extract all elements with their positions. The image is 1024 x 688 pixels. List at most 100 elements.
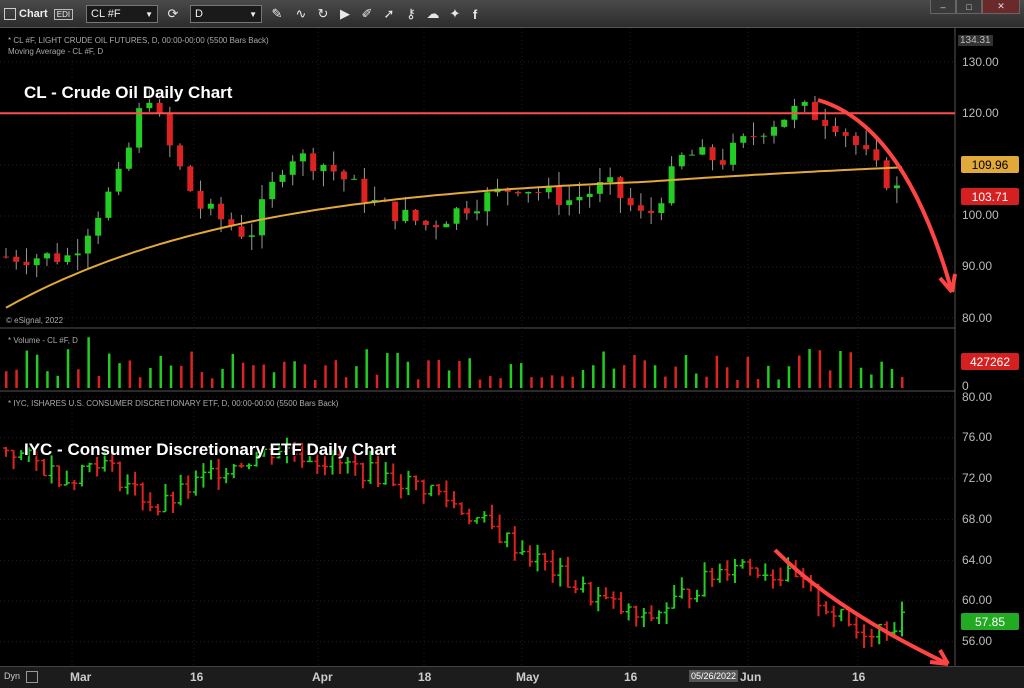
price-candle — [730, 142, 737, 165]
volume-bar — [592, 365, 595, 388]
volume-bar — [695, 373, 698, 388]
volume-bar — [149, 367, 152, 388]
price-candle — [115, 168, 122, 192]
volume-bar — [622, 365, 626, 388]
volume-bar — [870, 374, 873, 388]
app-menu[interactable]: Chart EDI — [4, 5, 74, 23]
volume-bar — [633, 354, 636, 388]
price-candle — [74, 253, 81, 256]
price-candle — [43, 253, 50, 259]
volume-bar — [550, 375, 554, 388]
price-candle — [740, 136, 747, 143]
price-candle — [13, 256, 20, 262]
price-candle — [156, 102, 163, 114]
title-toolbar: Chart EDI CL #F ▼ ⟳ D ▼ ✎ ∿ ↻ ▶ ✐ ➚ ⚷ ☁ … — [0, 0, 1024, 28]
price-candle — [23, 261, 30, 266]
minimize-button[interactable]: – — [930, 0, 956, 14]
volume-bar — [602, 351, 605, 388]
edit-icon[interactable]: ✐ — [361, 6, 373, 21]
price-candle — [238, 226, 245, 237]
price-candle — [54, 253, 61, 262]
price-candle — [811, 101, 818, 120]
volume-bar — [159, 355, 162, 388]
scale-icon[interactable] — [26, 671, 38, 683]
etf-panel-header: * IYC, ISHARES U.S. CONSUMER DISCRETIONA… — [8, 399, 339, 408]
volume-bar — [478, 379, 482, 388]
price-candle — [228, 219, 235, 227]
price-candle — [555, 185, 562, 205]
volume-bar — [798, 355, 801, 388]
price-candle — [351, 178, 358, 180]
dyn-button[interactable]: Dyn — [4, 671, 21, 681]
price-candle — [545, 185, 552, 193]
crude-oil-candles — [3, 88, 900, 278]
price-candle — [637, 205, 644, 211]
volume-bar — [107, 353, 111, 388]
volume-bar — [210, 378, 214, 388]
volume-bar — [386, 353, 389, 388]
volume-bar — [715, 355, 719, 388]
price-candle — [566, 200, 573, 205]
price-candle — [596, 182, 603, 194]
volume-zero-tick: 0 — [962, 379, 969, 393]
volume-bar — [612, 368, 616, 388]
play-icon[interactable]: ▶ — [340, 6, 350, 21]
price-candle — [586, 193, 593, 197]
volume-bar — [190, 351, 193, 388]
price-candle — [136, 108, 143, 148]
volume-bar — [777, 379, 780, 388]
interval-dropdown[interactable]: D ▼ — [190, 5, 262, 23]
volume-bar — [427, 360, 430, 388]
refresh-icon[interactable]: ⟳ — [167, 6, 179, 21]
volume-bar — [756, 379, 760, 388]
etf-tick: 56.00 — [962, 634, 993, 648]
price-candle — [84, 235, 91, 254]
volume-bar — [509, 364, 513, 388]
price-candle — [883, 160, 890, 189]
volume-bar — [489, 376, 492, 388]
twitter-icon[interactable]: ✦ — [449, 6, 461, 21]
volume-bar — [540, 377, 544, 388]
price-candle — [105, 191, 112, 218]
symbol-dropdown[interactable]: CL #F ▼ — [86, 5, 158, 23]
volume-bar — [46, 371, 49, 388]
etf-last-tag: 57.85 — [961, 613, 1019, 630]
price-candle — [678, 154, 685, 167]
ma-header: Moving Average - CL #F, D — [8, 47, 104, 56]
price-candle — [852, 135, 859, 146]
price-candle — [64, 255, 71, 262]
price-candle — [576, 196, 583, 201]
price-candle — [771, 126, 777, 136]
lock-icon[interactable]: ⚷ — [406, 6, 416, 21]
volume-bar — [828, 370, 832, 388]
volume-bar — [684, 355, 688, 388]
app-badge: EDI — [53, 8, 74, 20]
pencil-icon[interactable]: ✎ — [271, 6, 283, 21]
x-axis-label: Apr — [312, 670, 333, 684]
maximize-button[interactable]: □ — [956, 0, 982, 14]
price-candle — [627, 198, 634, 206]
price-candle — [607, 177, 614, 183]
price-tick: 90.00 — [962, 259, 993, 273]
price-top-value: 134.31 — [958, 35, 993, 46]
cycle-icon[interactable]: ↻ — [317, 6, 329, 21]
x-axis-label: 16 — [624, 670, 638, 684]
etf-tick: 68.00 — [962, 512, 993, 526]
cloud-icon[interactable]: ☁ — [426, 6, 440, 21]
close-button[interactable]: ✕ — [982, 0, 1020, 14]
volume-bar — [283, 361, 286, 388]
last-price-tag: 103.71 — [961, 188, 1019, 205]
volume-bar — [416, 379, 420, 388]
price-candle — [668, 166, 675, 204]
curve-icon[interactable]: ∿ — [295, 6, 307, 21]
price-candle — [453, 208, 460, 224]
cursor-icon[interactable]: ➚ — [383, 6, 395, 21]
bottom-bar: Dyn — [0, 666, 1024, 688]
price-candle — [760, 135, 767, 137]
volume-bar — [736, 379, 739, 388]
symbol-value: CL #F — [91, 8, 121, 20]
price-candle — [33, 258, 40, 266]
facebook-icon[interactable]: f — [472, 6, 478, 22]
price-panel-header: * CL #F, LIGHT CRUDE OIL FUTURES, D, 00:… — [8, 36, 269, 45]
